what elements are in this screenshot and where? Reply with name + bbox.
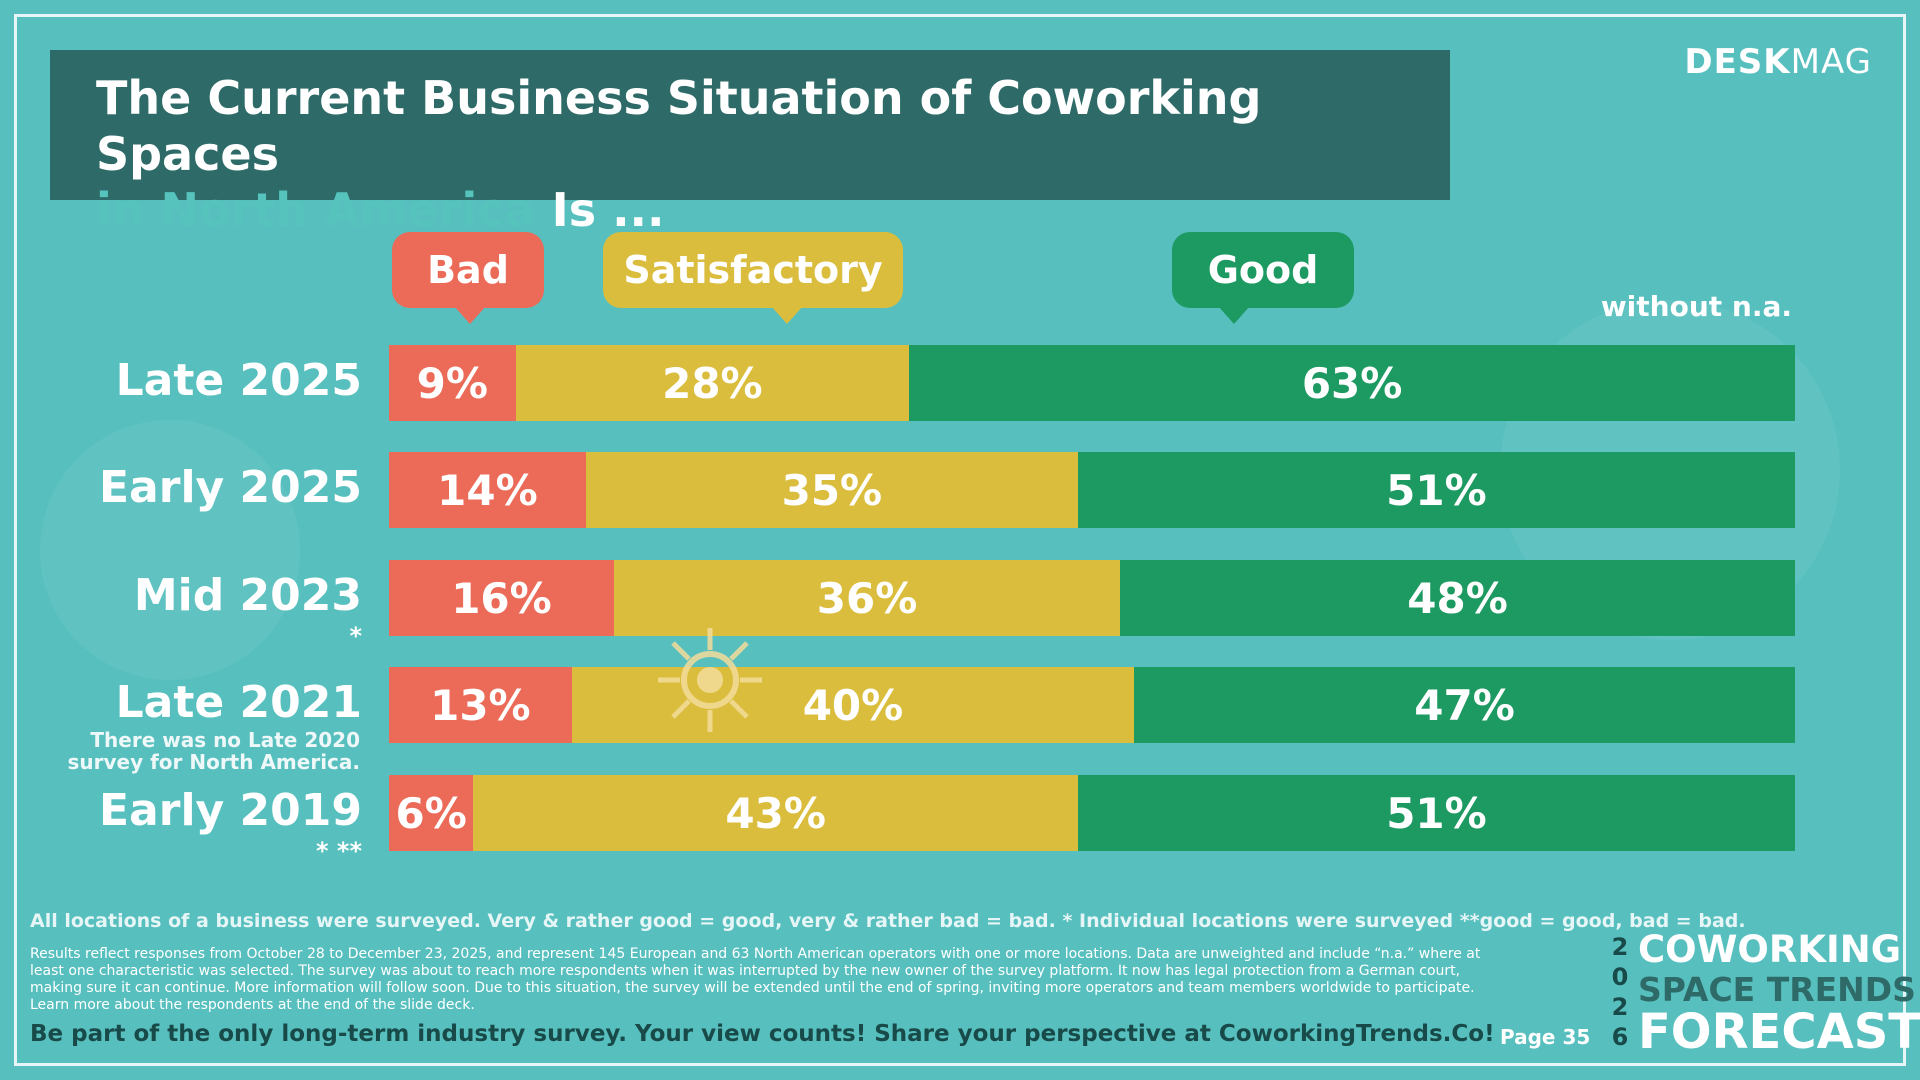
row-label: Late 2025: [115, 355, 362, 406]
bar-segment-bad: 9%: [389, 345, 516, 421]
data-label: 16%: [451, 573, 552, 623]
stacked-bar-row: 14% 35% 51%: [389, 452, 1795, 528]
data-label: 47%: [1414, 680, 1515, 730]
bar-segment-bad: 16%: [389, 560, 614, 636]
row-note: There was no Late 2020 survey for North …: [67, 728, 360, 774]
bar-segment-bad: 14%: [389, 452, 586, 528]
bar-segment-good: 51%: [1077, 452, 1795, 528]
data-label: 6%: [395, 788, 467, 838]
bar-segment-bad: 13%: [389, 667, 572, 743]
row-footnote-mark: * **: [315, 837, 362, 865]
stacked-bar-row: 16% 36% 48%: [389, 560, 1795, 636]
title-highlight: in North America: [96, 183, 536, 237]
row-label: Mid 2023: [133, 570, 362, 621]
row-label: Early 2019: [99, 785, 362, 836]
footnote-methodology: All locations of a business were surveye…: [30, 910, 1746, 932]
survey-cta: Be part of the only long-term industry s…: [30, 1021, 1495, 1047]
page-title-line2: in North America Is ...: [96, 182, 1404, 238]
footnote-results: Results reflect responses from October 2…: [30, 946, 1481, 1013]
data-label: 36%: [816, 573, 918, 623]
data-label: 48%: [1407, 573, 1508, 623]
stacked-bar-row: 13% 40% 47%: [389, 667, 1795, 743]
data-label: 35%: [781, 465, 883, 515]
bar-segment-good: 47%: [1134, 667, 1795, 743]
row-label: Late 2021: [115, 677, 362, 728]
title-rest: Is ...: [535, 183, 665, 237]
legend-satisfactory: Satisfactory: [603, 232, 903, 324]
stacked-bar-row: 9% 28% 63%: [389, 345, 1795, 421]
bar-segment-satisfactory: 43%: [473, 775, 1078, 851]
bar-segment-good: 63%: [909, 345, 1795, 421]
data-label: 28%: [662, 358, 763, 408]
bar-segment-good: 48%: [1120, 560, 1795, 636]
data-label: 14%: [437, 465, 538, 515]
without-na-note: without n.a.: [1600, 290, 1792, 323]
bar-segment-good: 51%: [1077, 775, 1795, 851]
bar-segment-bad: 6%: [389, 775, 474, 851]
data-label: 51%: [1386, 465, 1487, 515]
data-label: 9%: [416, 358, 488, 408]
virus-icon: [658, 628, 762, 732]
data-label: 43%: [725, 788, 826, 838]
page-number: Page 35: [1500, 1025, 1591, 1049]
legend-bad: Bad: [392, 232, 544, 324]
legend-good: Good: [1172, 232, 1354, 324]
data-label: 63%: [1301, 358, 1403, 408]
bar-segment-satisfactory: 28%: [515, 345, 910, 421]
deskmag-logo: DESKMAG: [1684, 42, 1872, 82]
row-label: Early 2025: [99, 462, 362, 513]
row-footnote-mark: *: [349, 622, 362, 650]
data-label: 40%: [802, 680, 904, 730]
data-label: 51%: [1386, 788, 1487, 838]
bar-segment-satisfactory: 35%: [585, 452, 1078, 528]
background-decoration: [40, 420, 300, 680]
title-box: The Current Business Situation of Cowork…: [50, 50, 1450, 237]
stacked-bar-row: 6% 43% 51%: [389, 775, 1795, 851]
page-title: The Current Business Situation of Cowork…: [96, 71, 1262, 181]
bar-segment-satisfactory: 36%: [613, 560, 1121, 636]
data-label: 13%: [430, 680, 531, 730]
